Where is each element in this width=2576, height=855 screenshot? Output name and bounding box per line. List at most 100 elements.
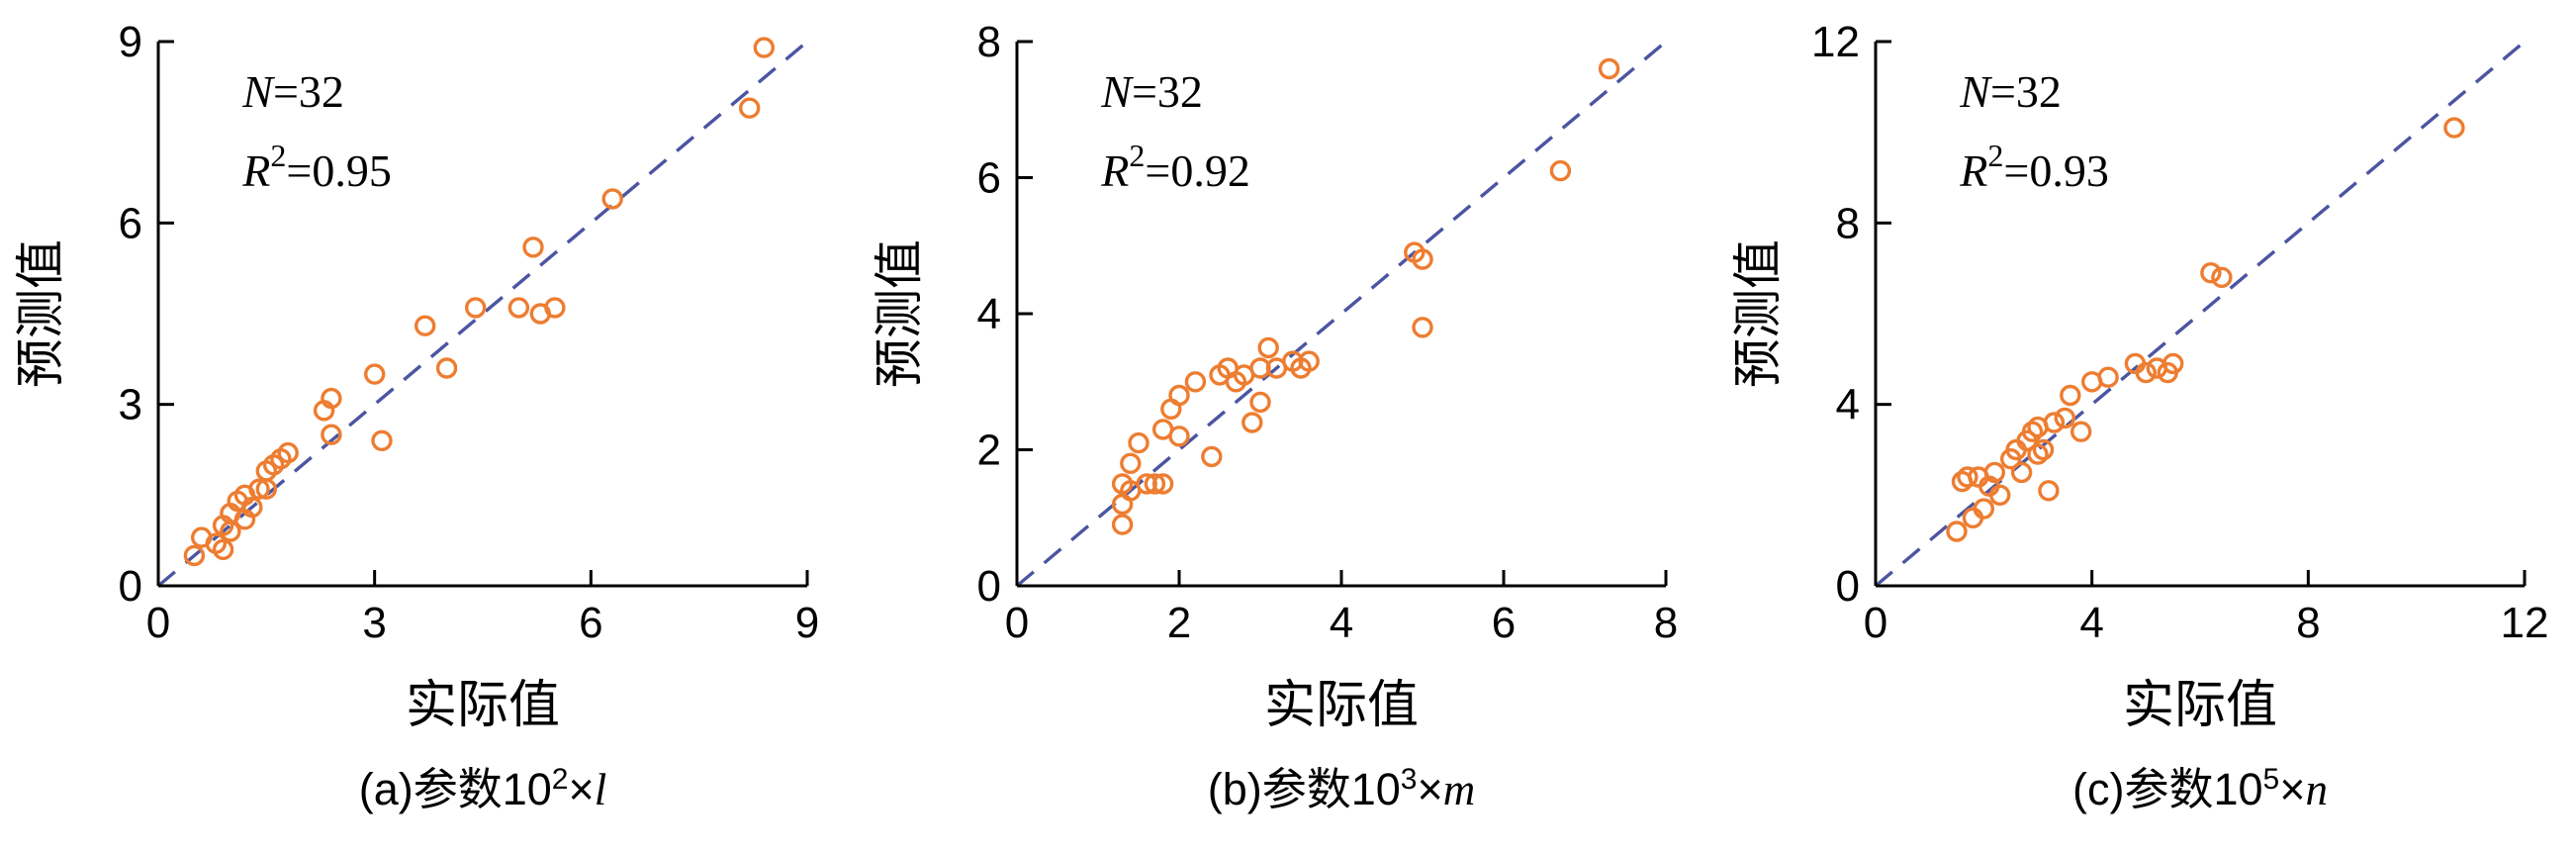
x-axis-label-a: 实际值	[405, 677, 560, 734]
data-point	[1946, 521, 1968, 542]
data-point	[1111, 514, 1134, 535]
data-point	[1168, 384, 1190, 407]
data-point	[1120, 452, 1142, 474]
data-point	[2097, 366, 2119, 388]
caption-text: (b)参数10	[1207, 764, 1401, 814]
data-point	[212, 538, 234, 560]
y-axis-label: 预测值	[1730, 239, 1786, 388]
x-tick-label: 6	[1492, 599, 1516, 647]
data-point	[255, 478, 277, 500]
y-tick-label: 8	[1836, 199, 1860, 247]
data-point	[1144, 473, 1166, 495]
data-point	[2070, 421, 2092, 442]
data-point	[1973, 498, 1994, 520]
y-tick-label: 0	[119, 562, 142, 611]
caption-times-sign: ×	[2279, 764, 2306, 814]
data-point	[2027, 443, 2049, 465]
data-point	[1598, 57, 1620, 80]
y-tick-label: 3	[119, 381, 142, 429]
x-tick-label: 6	[579, 599, 602, 647]
data-point	[248, 478, 270, 500]
r-squared-annotation: R2=0.95	[241, 138, 392, 196]
caption-exponent: 5	[2262, 763, 2280, 796]
data-point	[1549, 159, 1572, 182]
x-tick-label: 4	[1330, 599, 1353, 647]
sample-count-annotation: N=32	[1959, 66, 2062, 117]
data-point	[507, 297, 530, 319]
data-point	[364, 363, 386, 385]
data-point	[241, 496, 263, 519]
data-point	[2135, 361, 2157, 384]
data-point	[371, 429, 393, 451]
y-tick-label: 0	[1836, 562, 1860, 611]
caption-variable: m	[1442, 765, 1476, 814]
data-point	[1412, 248, 1433, 270]
data-point	[435, 357, 458, 379]
data-point	[1412, 317, 1433, 338]
y-tick-label: 9	[119, 18, 142, 66]
data-point	[321, 387, 342, 410]
y-tick-label: 6	[977, 154, 1001, 203]
data-point	[1983, 461, 2005, 484]
y-tick-label: 4	[977, 290, 1001, 338]
data-point	[465, 297, 487, 319]
data-point	[2021, 421, 2044, 442]
caption-times-sign: ×	[568, 764, 595, 814]
y-tick-label: 0	[977, 562, 1001, 611]
x-tick-label: 8	[2296, 599, 2320, 647]
y-tick-label: 12	[1811, 18, 1860, 66]
caption-c: (c)参数105×n	[1842, 753, 2558, 817]
data-point	[2443, 117, 2465, 139]
scatter-plot-a: 0 3 6 9 0 3 6 9 预测值 N=32 R2=0.95	[13, 18, 819, 647]
x-tick-label: 2	[1167, 599, 1191, 647]
x-tick-label: 3	[362, 599, 386, 647]
caption-text: (a)参数10	[358, 764, 552, 814]
data-point	[183, 544, 206, 567]
caption-times-sign: ×	[1417, 764, 1443, 814]
panel-c: 0 4 8 12 0 4 8 12 预测值 N=32 R2=0.93 实际值 (c)参数105×n	[1717, 0, 2576, 855]
data-point	[601, 188, 623, 210]
x-tick-label: 0	[1005, 599, 1029, 647]
data-point	[544, 297, 566, 319]
data-point	[1128, 431, 1150, 454]
data-point	[2060, 384, 2081, 407]
caption-a: (a)参数102×l	[125, 753, 841, 817]
data-point	[739, 97, 761, 119]
caption-text: (c)参数10	[2072, 764, 2263, 814]
y-tick-label: 4	[1836, 381, 1860, 429]
caption-variable: l	[594, 765, 607, 814]
identity-line	[1874, 40, 2527, 588]
caption-exponent: 2	[551, 763, 569, 796]
x-tick-label: 12	[2501, 599, 2549, 647]
data-point	[1957, 466, 1978, 488]
x-tick-label: 9	[795, 599, 819, 647]
x-axis-label-c: 实际值	[2122, 677, 2277, 734]
data-point	[1989, 484, 2011, 506]
sample-count-annotation: N=32	[241, 66, 344, 117]
data-point	[1151, 473, 1174, 495]
caption-variable: n	[2305, 765, 2329, 814]
data-point	[1168, 426, 1190, 447]
r-squared-annotation: R2=0.93	[1959, 138, 2109, 196]
x-tick-label: 0	[1864, 599, 1887, 647]
data-point	[1249, 391, 1271, 414]
scatter-plot-b: 0 2 4 6 8 0 2 4 6 8 预测值 N=32 R2=0.92	[872, 18, 1678, 647]
data-point	[1257, 336, 1279, 359]
data-point	[220, 521, 241, 542]
x-tick-label: 4	[2079, 599, 2103, 647]
data-point	[2054, 407, 2075, 429]
sample-count-annotation: N=32	[1100, 66, 1203, 117]
data-point	[277, 441, 299, 464]
data-point	[321, 424, 342, 445]
data-point	[1201, 445, 1223, 468]
data-point	[522, 237, 544, 258]
x-tick-label: 8	[1654, 599, 1678, 647]
y-axis-label: 预测值	[13, 239, 68, 388]
y-axis-label: 预测值	[872, 239, 927, 388]
data-point	[2038, 480, 2060, 502]
scatter-plot-c: 0 4 8 12 0 4 8 12 预测值 N=32 R2=0.93	[1730, 18, 2549, 647]
data-point	[2200, 262, 2222, 284]
data-point	[2162, 352, 2184, 375]
data-point	[2010, 461, 2033, 484]
